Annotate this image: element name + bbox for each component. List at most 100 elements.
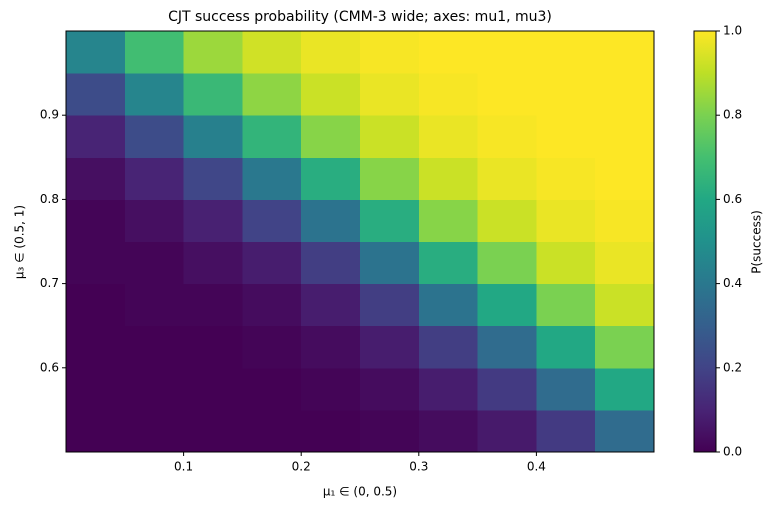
- colorbar-tick-label: 0.4: [723, 276, 742, 290]
- heatmap-cell: [124, 31, 185, 74]
- colorbar-tick-label: 0.0: [723, 445, 742, 459]
- heatmap-cell: [360, 409, 420, 453]
- heatmap-cell: [595, 325, 655, 369]
- heatmap-cell: [418, 199, 479, 242]
- heatmap-cell: [66, 31, 126, 74]
- heatmap-cell: [418, 73, 479, 116]
- heatmap-cell: [360, 367, 420, 411]
- heatmap-cell: [242, 409, 302, 453]
- heatmap-cell: [66, 199, 126, 242]
- x-axis-label: μ₁ ∈ (0, 0.5): [323, 485, 397, 499]
- heatmap-cell: [301, 283, 361, 327]
- heatmap-cell: [183, 199, 243, 242]
- heatmap-cell: [595, 241, 655, 285]
- heatmap-cell: [301, 409, 361, 453]
- heatmap-cell: [536, 241, 596, 285]
- heatmap-cell: [124, 283, 185, 327]
- heatmap-cell: [477, 31, 537, 74]
- heatmap-cell: [595, 73, 655, 116]
- heatmap-cell: [418, 31, 479, 74]
- heatmap-cell: [301, 157, 361, 200]
- heatmap-cell: [418, 241, 479, 285]
- heatmap-cell: [124, 115, 185, 158]
- heatmap-cell: [418, 115, 479, 158]
- heatmap-cell: [242, 31, 302, 74]
- heatmap-cell: [360, 157, 420, 200]
- heatmap-cell: [595, 367, 655, 411]
- heatmap-cell: [124, 367, 185, 411]
- heatmap-cell: [301, 115, 361, 158]
- heatmap-cell: [477, 325, 537, 369]
- heatmap-cell: [477, 199, 537, 242]
- heatmap-cell: [360, 325, 420, 369]
- heatmap-cell: [301, 241, 361, 285]
- heatmap-cell: [536, 409, 596, 453]
- heatmap-cell: [360, 241, 420, 285]
- colorbar-tick-label: 1.0: [723, 24, 742, 38]
- heatmap-cell: [536, 283, 596, 327]
- heatmap-cell: [242, 199, 302, 242]
- y-tick-label: 0.8: [40, 192, 59, 206]
- heatmap-cell: [183, 325, 243, 369]
- heatmap-cell: [477, 73, 537, 116]
- heatmap-cell: [477, 115, 537, 158]
- heatmap-cell: [183, 283, 243, 327]
- heatmap-cell: [124, 199, 185, 242]
- heatmap-cell: [360, 31, 420, 74]
- y-axis-label: μ₃ ∈ (0.5, 1): [13, 205, 27, 279]
- heatmap-cell: [242, 283, 302, 327]
- heatmap-cell: [66, 283, 126, 327]
- heatmap-cell: [418, 367, 479, 411]
- heatmap-cell: [418, 325, 479, 369]
- heatmap-cell: [66, 409, 126, 453]
- heatmap-cell: [536, 31, 596, 74]
- heatmap-cell: [66, 325, 126, 369]
- heatmap-cell: [183, 367, 243, 411]
- heatmap-cell: [301, 199, 361, 242]
- heatmap-cell: [242, 115, 302, 158]
- y-tick-label: 0.9: [40, 108, 59, 122]
- heatmap-cell: [242, 241, 302, 285]
- heatmap-cell: [242, 157, 302, 200]
- heatmap-cell: [301, 31, 361, 74]
- heatmap-cell: [536, 367, 596, 411]
- heatmap-cell: [183, 157, 243, 200]
- heatmap-cell: [595, 283, 655, 327]
- heatmap-cell: [124, 73, 185, 116]
- heatmap-cell: [595, 157, 655, 200]
- heatmap-cell: [595, 199, 655, 242]
- colorbar-tick-label: 0.8: [723, 108, 742, 122]
- heatmap-cell: [66, 73, 126, 116]
- colorbar: [693, 30, 717, 453]
- x-tick-label: 0.3: [409, 460, 428, 474]
- heatmap-cell: [301, 73, 361, 116]
- heatmap-cell: [595, 31, 655, 74]
- heatmap-cell: [360, 283, 420, 327]
- heatmap-cell: [66, 157, 126, 200]
- heatmap-cell: [477, 409, 537, 453]
- heatmap-cell: [301, 367, 361, 411]
- heatmap-cell: [183, 241, 243, 285]
- chart-title: CJT success probability (CMM-3 wide; axe…: [168, 9, 552, 25]
- heatmap-cell: [477, 367, 537, 411]
- heatmap-cell: [477, 241, 537, 285]
- heatmap-cell: [536, 73, 596, 116]
- heatmap-cell: [301, 325, 361, 369]
- heatmap-cell: [242, 73, 302, 116]
- colorbar-tick-label: 0.6: [723, 192, 742, 206]
- heatmap-cell: [124, 157, 185, 200]
- heatmap-cell: [536, 157, 596, 200]
- heatmap-cell: [536, 325, 596, 369]
- heatmap-cell: [183, 31, 243, 74]
- heatmap-cell: [418, 409, 479, 453]
- heatmap-cell: [595, 409, 655, 453]
- heatmap-cell: [360, 73, 420, 116]
- heatmap-cell: [477, 157, 537, 200]
- x-tick-label: 0.4: [527, 460, 546, 474]
- heatmap-cell: [595, 115, 655, 158]
- heatmap-cell: [66, 115, 126, 158]
- heatmap-cell: [183, 115, 243, 158]
- y-tick-label: 0.6: [40, 360, 59, 374]
